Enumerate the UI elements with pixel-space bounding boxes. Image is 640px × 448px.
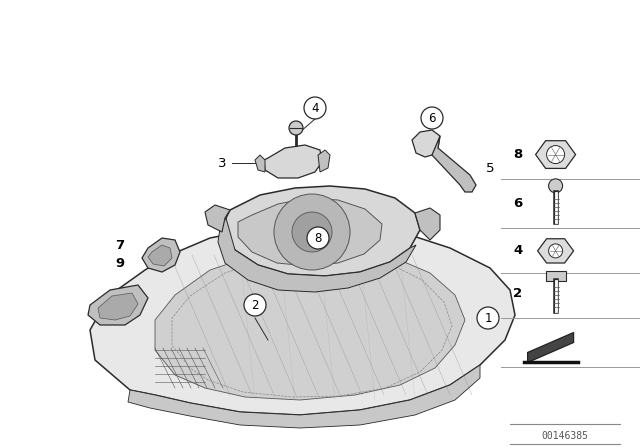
Polygon shape (255, 155, 265, 172)
Polygon shape (98, 293, 138, 320)
Polygon shape (155, 248, 465, 400)
Polygon shape (148, 245, 172, 266)
Text: 6: 6 (428, 112, 436, 125)
Circle shape (548, 179, 563, 193)
Text: 5: 5 (486, 161, 494, 175)
Polygon shape (318, 150, 330, 172)
Circle shape (292, 212, 332, 252)
Polygon shape (264, 145, 322, 178)
Polygon shape (545, 271, 566, 281)
Polygon shape (88, 285, 148, 325)
Text: 00146385: 00146385 (541, 431, 589, 441)
Polygon shape (205, 205, 230, 232)
Circle shape (548, 244, 563, 258)
Text: 2: 2 (252, 298, 259, 311)
Text: 8: 8 (513, 148, 522, 161)
Polygon shape (142, 238, 180, 272)
Circle shape (289, 121, 303, 135)
Text: 4: 4 (311, 102, 319, 115)
Polygon shape (527, 332, 573, 362)
Text: 4: 4 (513, 244, 522, 258)
Polygon shape (432, 136, 476, 192)
Text: 8: 8 (314, 232, 322, 245)
Text: 3: 3 (218, 156, 227, 169)
Polygon shape (90, 225, 515, 415)
Polygon shape (536, 141, 575, 168)
Circle shape (274, 194, 350, 270)
Polygon shape (225, 186, 420, 276)
Polygon shape (238, 198, 382, 266)
Circle shape (244, 294, 266, 316)
Polygon shape (218, 218, 416, 292)
Circle shape (304, 97, 326, 119)
Text: 6: 6 (513, 197, 522, 211)
Circle shape (547, 146, 564, 164)
Text: 9: 9 (115, 257, 125, 270)
Polygon shape (415, 208, 440, 240)
Text: 7: 7 (115, 238, 125, 251)
Circle shape (421, 107, 443, 129)
Circle shape (307, 227, 329, 249)
Polygon shape (128, 365, 480, 428)
Polygon shape (412, 130, 440, 157)
Polygon shape (538, 239, 573, 263)
Text: 1: 1 (484, 311, 492, 324)
Text: 2: 2 (513, 287, 522, 300)
Circle shape (477, 307, 499, 329)
